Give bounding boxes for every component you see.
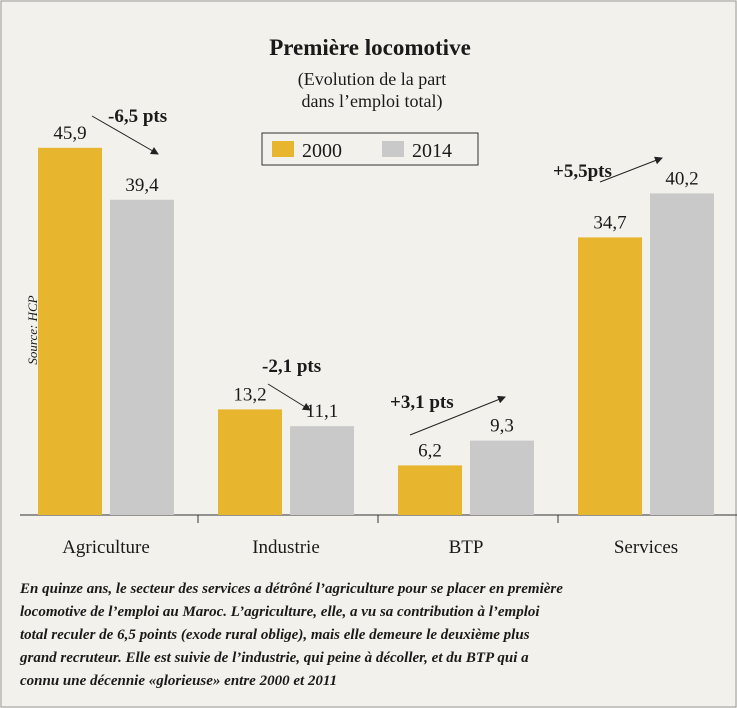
annotation: -2,1 pts (262, 356, 321, 377)
data-label: 40,2 (665, 168, 698, 189)
arrow (91, 115, 159, 155)
bar (470, 440, 534, 515)
legend-label: 2000 (302, 140, 342, 162)
subtitle: dans l’emploi total) (302, 91, 443, 112)
annotation: +3,1 pts (390, 392, 454, 413)
bar (578, 237, 642, 515)
caption-line: total reculer de 6,5 points (exode rural… (20, 627, 530, 643)
caption-line: grand recruteur. Elle est suivie de l’in… (19, 650, 529, 666)
annotation: -6,5 pts (108, 106, 167, 127)
bar (290, 426, 354, 515)
bar (650, 193, 714, 515)
data-label: 11,1 (306, 401, 339, 422)
data-label: 45,9 (53, 123, 86, 144)
data-label: 34,7 (593, 212, 626, 233)
subtitle: (Evolution de la part (298, 69, 446, 90)
bar (38, 147, 102, 516)
arrow (267, 383, 311, 411)
legend-label: 2014 (412, 140, 452, 162)
bar (218, 409, 282, 515)
x-tick-label: Industrie (252, 537, 320, 558)
x-tick-label: Services (614, 537, 678, 558)
annotation: +5,5pts (553, 161, 612, 182)
x-tick-label: BTP (449, 537, 484, 558)
source: Source: HCP (25, 295, 40, 364)
data-label: 13,2 (233, 384, 266, 405)
data-label: 39,4 (125, 175, 159, 196)
legend-swatch (382, 141, 404, 157)
data-label: 6,2 (418, 440, 442, 461)
legend-swatch (272, 141, 294, 157)
caption: En quinze ans, le secteur des services a… (19, 581, 563, 689)
bar (398, 465, 462, 515)
legend-box (261, 132, 479, 166)
chart-title: Première locomotive (269, 35, 471, 60)
caption-line: En quinze ans, le secteur des services a… (19, 581, 563, 597)
caption-line: connu une décennie «glorieuse» entre 200… (20, 673, 337, 689)
arrow (409, 395, 506, 436)
x-tick-label: Agriculture (62, 537, 150, 558)
bar (110, 199, 174, 516)
caption-line: locomotive de l’emploi au Maroc. L’agric… (20, 604, 540, 620)
data-label: 9,3 (490, 416, 514, 437)
arrow (599, 156, 663, 183)
